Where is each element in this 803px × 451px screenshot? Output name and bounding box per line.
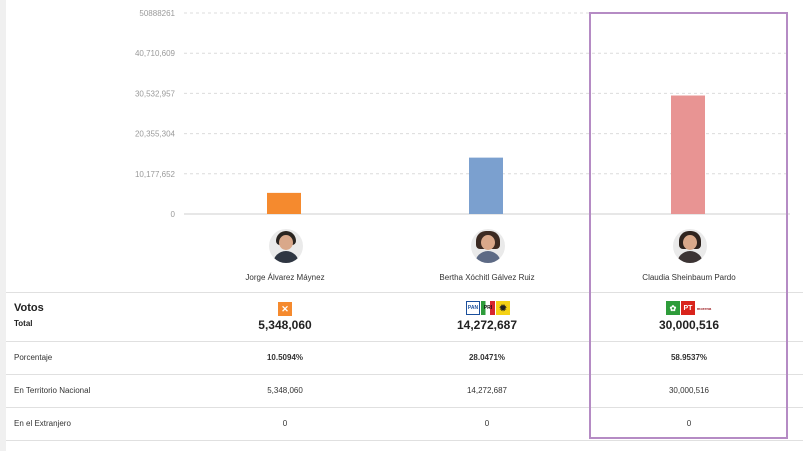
pvem-party-icon: ✿ xyxy=(666,301,680,315)
y-tick-label: 30,532,957 xyxy=(135,89,176,98)
pri-party-icon: PRI xyxy=(481,301,495,315)
left-gutter xyxy=(0,0,6,451)
bar-1[interactable] xyxy=(267,192,301,214)
y-tick-label: 10,177,652 xyxy=(135,170,176,179)
votos-title: Votos xyxy=(14,302,44,314)
table-divider xyxy=(6,440,803,441)
candidate-name-sheinbaum: Claudia Sheinbaum Pardo xyxy=(642,273,736,282)
y-tick-label: 50888261 xyxy=(139,9,175,18)
candidate-name-galvez: Bertha Xóchitl Gálvez Ruiz xyxy=(439,273,535,282)
total-label: Total xyxy=(14,319,33,328)
territorio-galvez: 14,272,687 xyxy=(466,386,508,395)
party-logos-alvarez: ✕ xyxy=(278,302,292,316)
porcentaje-galvez: 28.0471% xyxy=(468,353,506,362)
total-votes-sheinbaum: 30,000,516 xyxy=(658,318,720,332)
extranjero-label: En el Extranjero xyxy=(14,419,71,428)
territorio-label: En Territorio Nacional xyxy=(14,386,91,395)
candidate-name-alvarez: Jorge Álvarez Máynez xyxy=(245,273,325,282)
pan-party-icon: PAN xyxy=(466,301,480,315)
bar-2[interactable] xyxy=(469,157,503,214)
porcentaje-sheinbaum: 58.9537% xyxy=(670,353,708,362)
y-tick-label: 0 xyxy=(171,210,176,219)
pt-party-icon: PT xyxy=(681,301,695,315)
table-divider xyxy=(6,292,803,293)
bar-chart: 0 10,177,652 20,355,304 30,532,957 40,710,60… xyxy=(135,9,790,219)
total-votes-galvez: 14,272,687 xyxy=(456,318,518,332)
extranjero-alvarez: 0 xyxy=(282,419,288,428)
y-tick-label: 20,355,304 xyxy=(135,130,176,139)
extranjero-sheinbaum: 0 xyxy=(686,419,692,428)
mc-party-icon: ✕ xyxy=(278,302,292,316)
porcentaje-label: Porcentaje xyxy=(14,353,53,362)
prd-party-icon: ✹ xyxy=(496,301,510,315)
candidate-avatar-alvarez xyxy=(269,229,303,263)
territorio-sheinbaum: 30,000,516 xyxy=(668,386,710,395)
table-divider xyxy=(6,407,803,408)
party-logos-galvez: PAN PRI ✹ xyxy=(466,301,510,316)
bar-3[interactable] xyxy=(671,95,705,214)
y-tick-label: 40,710,609 xyxy=(135,49,176,58)
table-divider xyxy=(6,341,803,342)
territorio-alvarez: 5,348,060 xyxy=(267,386,303,395)
bars xyxy=(267,95,705,214)
extranjero-galvez: 0 xyxy=(484,419,490,428)
morena-party-icon: morena xyxy=(696,301,712,315)
party-logos-sheinbaum: ✿ PT morena xyxy=(666,301,712,316)
candidate-avatar-galvez xyxy=(471,229,505,263)
y-axis-ticks: 0 10,177,652 20,355,304 30,532,957 40,710,60… xyxy=(135,9,176,219)
table-divider xyxy=(6,374,803,375)
porcentaje-alvarez: 10.5094% xyxy=(266,353,304,362)
total-votes-alvarez: 5,348,060 xyxy=(258,318,312,332)
candidate-avatar-sheinbaum xyxy=(673,229,707,263)
